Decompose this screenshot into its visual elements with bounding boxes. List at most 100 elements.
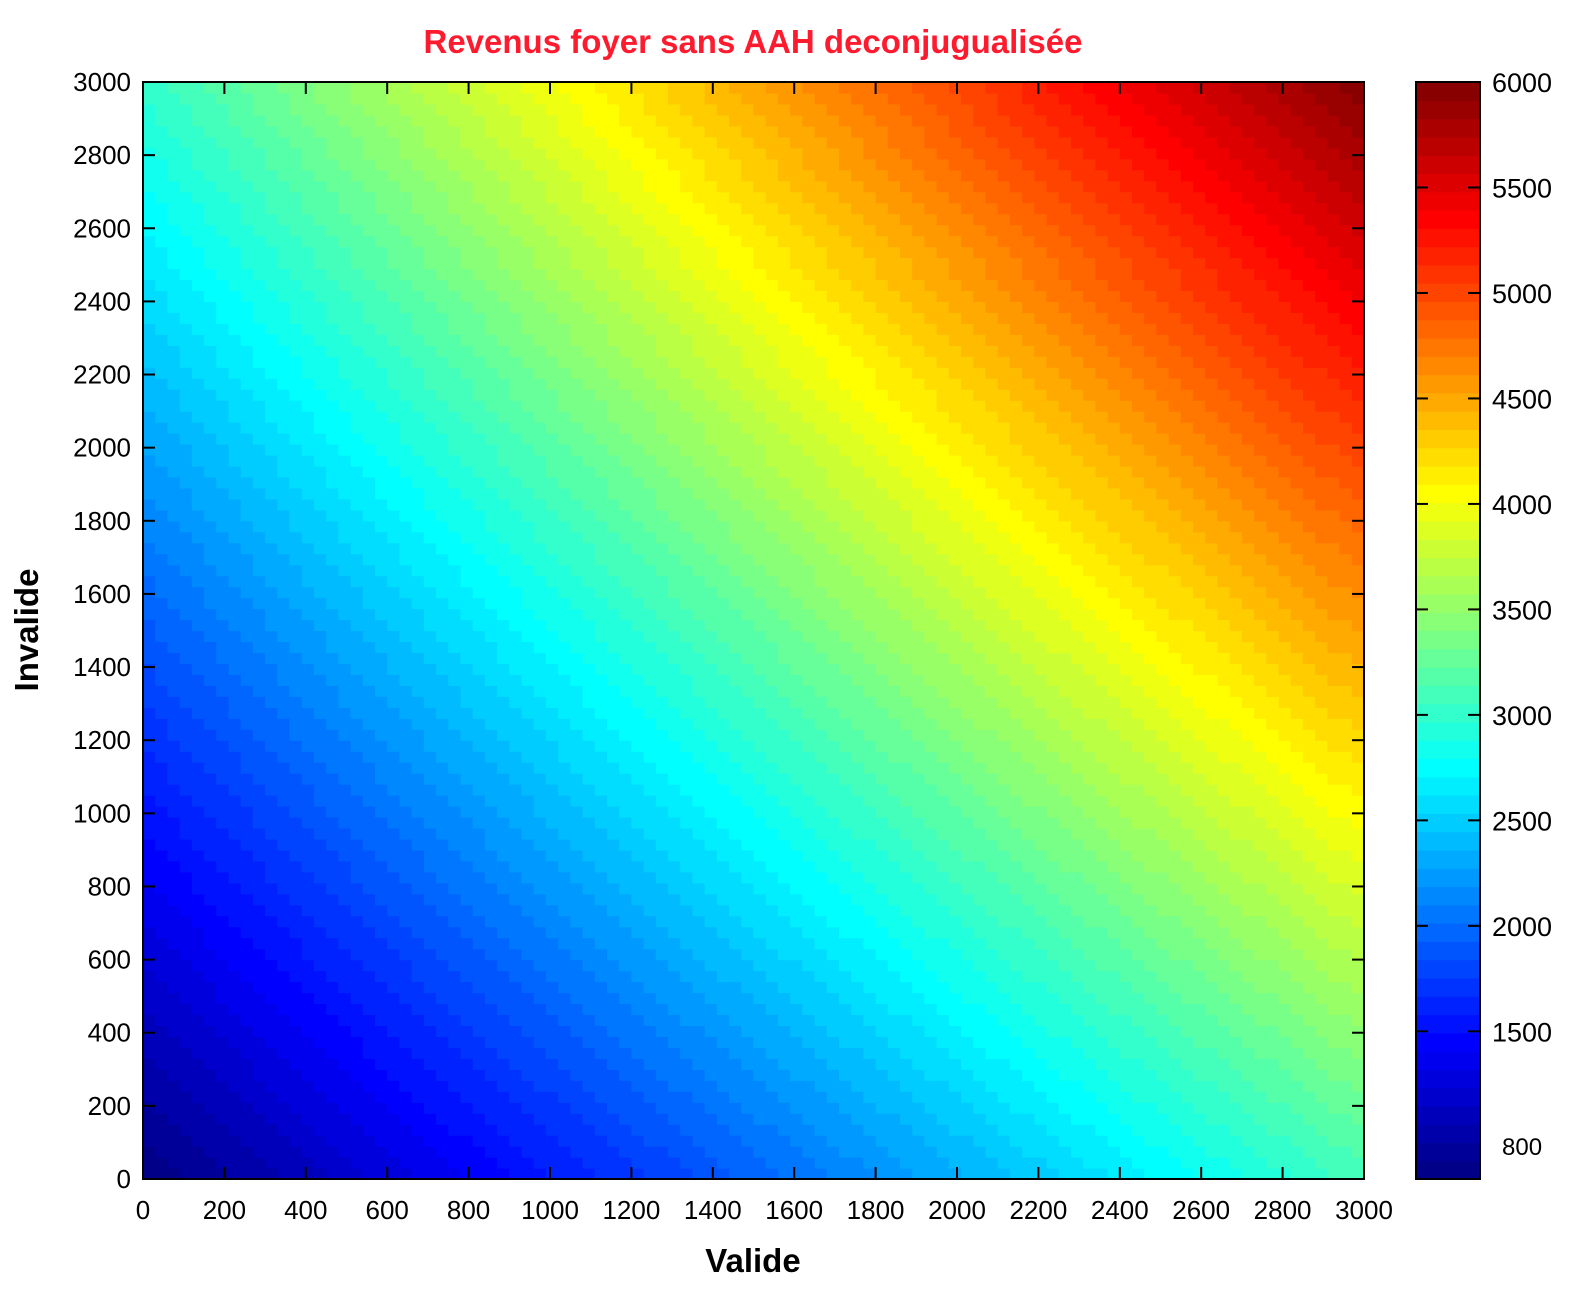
heatmap-cell: [423, 663, 437, 675]
heatmap-cell: [252, 762, 266, 774]
heatmap-cell: [191, 937, 205, 950]
heatmap-cell: [692, 411, 706, 423]
heatmap-cell: [472, 1113, 486, 1125]
heatmap-cell: [716, 981, 730, 994]
heatmap-cell: [228, 158, 242, 171]
heatmap-cell: [143, 202, 156, 215]
heatmap-cell: [423, 959, 437, 972]
heatmap-cell: [252, 806, 266, 818]
heatmap-cell: [680, 937, 694, 950]
heatmap-cell: [716, 937, 730, 950]
heatmap-cell: [582, 619, 596, 632]
heatmap-cell: [606, 586, 620, 599]
heatmap-cell: [374, 838, 388, 851]
heatmap-cell: [265, 476, 278, 489]
heatmap-cell: [692, 1146, 706, 1158]
heatmap-cell: [143, 674, 156, 686]
heatmap-cell: [631, 882, 645, 895]
heatmap-cell: [606, 257, 620, 270]
heatmap-cell: [167, 970, 181, 983]
heatmap-cell: [338, 1157, 352, 1169]
heatmap-cell: [497, 740, 510, 752]
heatmap-cell: [655, 860, 669, 873]
heatmap-cell: [204, 773, 217, 785]
heatmap-cell: [191, 257, 205, 270]
heatmap-cell: [619, 82, 632, 94]
heatmap-cell: [594, 92, 608, 105]
heatmap-cell: [460, 92, 474, 105]
heatmap-cell: [545, 531, 559, 544]
heatmap-cell: [631, 1113, 645, 1125]
heatmap-cell: [216, 114, 230, 127]
heatmap-cell: [423, 1113, 437, 1125]
heatmap-cell: [716, 926, 730, 939]
heatmap-cell: [362, 553, 376, 566]
heatmap-cell: [606, 1069, 620, 1081]
heatmap-cell: [570, 279, 584, 292]
heatmap-cell: [448, 674, 462, 686]
heatmap-cell: [191, 531, 205, 544]
heatmap-cell: [313, 454, 327, 467]
heatmap-cell: [289, 608, 303, 621]
heatmap-cell: [338, 871, 352, 884]
heatmap-cell: [704, 92, 718, 105]
heatmap-cell: [204, 915, 217, 928]
heatmap-cell: [326, 597, 339, 610]
heatmap-cell: [497, 904, 510, 917]
heatmap-cell: [692, 838, 706, 851]
heatmap-cell: [692, 498, 706, 511]
heatmap-cell: [265, 784, 278, 796]
heatmap-cell: [240, 1014, 254, 1027]
heatmap-cell: [350, 323, 364, 335]
heatmap-cell: [484, 103, 498, 116]
heatmap-cell: [558, 103, 571, 116]
heatmap-cell: [631, 290, 645, 302]
heatmap-cell: [692, 904, 706, 917]
heatmap-cell: [179, 290, 193, 302]
heatmap-cell: [240, 213, 254, 226]
heatmap-cell: [338, 619, 352, 632]
heatmap-cell: [558, 586, 571, 599]
heatmap-cell: [631, 1135, 645, 1147]
heatmap-cell: [716, 411, 730, 423]
heatmap-cell: [423, 970, 437, 983]
heatmap-cell: [545, 411, 559, 423]
heatmap-cell: [374, 685, 388, 697]
heatmap-cell: [484, 465, 498, 478]
heatmap-cell: [594, 937, 608, 950]
heatmap-cell: [289, 542, 303, 555]
heatmap-cell: [326, 92, 339, 105]
heatmap-cell: [167, 915, 181, 928]
heatmap-cell: [655, 564, 669, 577]
heatmap-cell: [326, 1135, 339, 1147]
heatmap-cell: [570, 290, 584, 302]
heatmap-cell: [643, 257, 657, 270]
heatmap-cell: [643, 959, 657, 972]
heatmap-cell: [167, 586, 181, 599]
heatmap-cell: [606, 465, 620, 478]
heatmap-cell: [313, 465, 327, 478]
heatmap-cell: [497, 619, 510, 632]
heatmap-cell: [350, 444, 364, 456]
heatmap-cell: [484, 114, 498, 127]
heatmap-cell: [655, 1135, 669, 1147]
heatmap-cell: [472, 1058, 486, 1070]
heatmap-cell: [143, 816, 156, 829]
heatmap-cell: [545, 871, 559, 884]
heatmap-cell: [277, 685, 291, 697]
heatmap-cell: [692, 400, 706, 412]
heatmap-cell: [155, 904, 169, 917]
heatmap-cell: [558, 454, 571, 467]
heatmap-cell: [436, 827, 449, 840]
heatmap-cell: [533, 849, 547, 862]
heatmap-cell: [472, 696, 486, 708]
heatmap-cell: [289, 685, 303, 697]
heatmap-cell: [387, 82, 401, 94]
heatmap-cell: [558, 1146, 571, 1158]
heatmap-cell: [216, 301, 230, 313]
heatmap-cell: [460, 147, 474, 160]
heatmap-cell: [399, 915, 413, 928]
heatmap-cell: [423, 312, 437, 324]
heatmap-cell: [716, 729, 730, 741]
heatmap-cell: [558, 707, 571, 719]
